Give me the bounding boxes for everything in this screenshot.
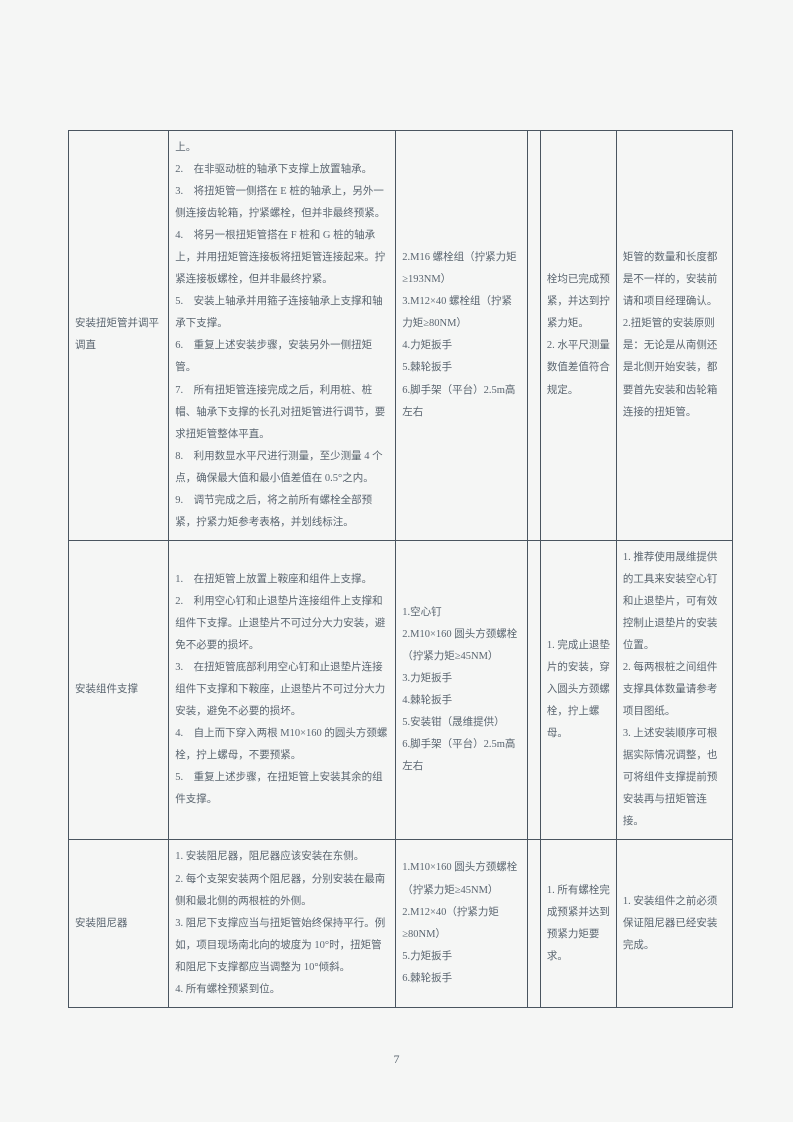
table-cell — [528, 840, 541, 1007]
table-cell: 2.M16 螺栓组（拧紧力矩≥193NM）3.M12×40 螺栓组（拧紧力矩≥8… — [396, 131, 528, 541]
document-page: 安装扭矩管并调平调直上。2. 在非驱动桩的轴承下支撑上放置轴承。3. 将扭矩管一… — [0, 0, 793, 1122]
table-cell: 安装阻尼器 — [69, 840, 169, 1007]
table-cell: 1.M10×160 圆头方颈螺栓（拧紧力矩≥45NM）2.M12×40（拧紧力矩… — [396, 840, 528, 1007]
table-cell: 上。2. 在非驱动桩的轴承下支撑上放置轴承。3. 将扭矩管一侧搭在 E 桩的轴承… — [169, 131, 396, 541]
table-row: 安装组件支撑1. 在扭矩管上放置上鞍座和组件上支撑。2. 利用空心钉和止退垫片连… — [69, 540, 733, 840]
table-row: 安装扭矩管并调平调直上。2. 在非驱动桩的轴承下支撑上放置轴承。3. 将扭矩管一… — [69, 131, 733, 541]
table-cell: 1. 安装阻尼器，阻尼器应该安装在东侧。2. 每个支架安装两个阻尼器，分别安装在… — [169, 840, 396, 1007]
table-cell: 1. 安装组件之前必须保证阻尼器已经安装完成。 — [616, 840, 732, 1007]
table-cell: 安装扭矩管并调平调直 — [69, 131, 169, 541]
table-cell: 安装组件支撑 — [69, 540, 169, 840]
page-number: 7 — [0, 1052, 793, 1067]
table-cell: 1. 所有螺栓完成预紧并达到预紧力矩要求。 — [540, 840, 616, 1007]
table-cell: 1. 推荐使用晟维提供的工具来安装空心钉和止退垫片，可有效控制止退垫片的安装位置… — [616, 540, 732, 840]
table-cell: 栓均已完成预紧，并达到拧紧力矩。2. 水平尺测量数值差值符合规定。 — [540, 131, 616, 541]
table-cell: 1. 在扭矩管上放置上鞍座和组件上支撑。2. 利用空心钉和止退垫片连接组件上支撑… — [169, 540, 396, 840]
table-row: 安装阻尼器1. 安装阻尼器，阻尼器应该安装在东侧。2. 每个支架安装两个阻尼器，… — [69, 840, 733, 1007]
procedure-table: 安装扭矩管并调平调直上。2. 在非驱动桩的轴承下支撑上放置轴承。3. 将扭矩管一… — [68, 130, 733, 1008]
table-cell — [528, 131, 541, 541]
table-cell: 1. 完成止退垫片的安装，穿入圆头方颈螺栓，拧上螺母。 — [540, 540, 616, 840]
table-cell — [528, 540, 541, 840]
table-cell: 1.空心钉2.M10×160 圆头方颈螺栓（拧紧力矩≥45NM）3.力矩扳手4.… — [396, 540, 528, 840]
table-cell: 矩管的数量和长度都是不一样的，安装前请和项目经理确认。2.扭矩管的安装原则是：无… — [616, 131, 732, 541]
